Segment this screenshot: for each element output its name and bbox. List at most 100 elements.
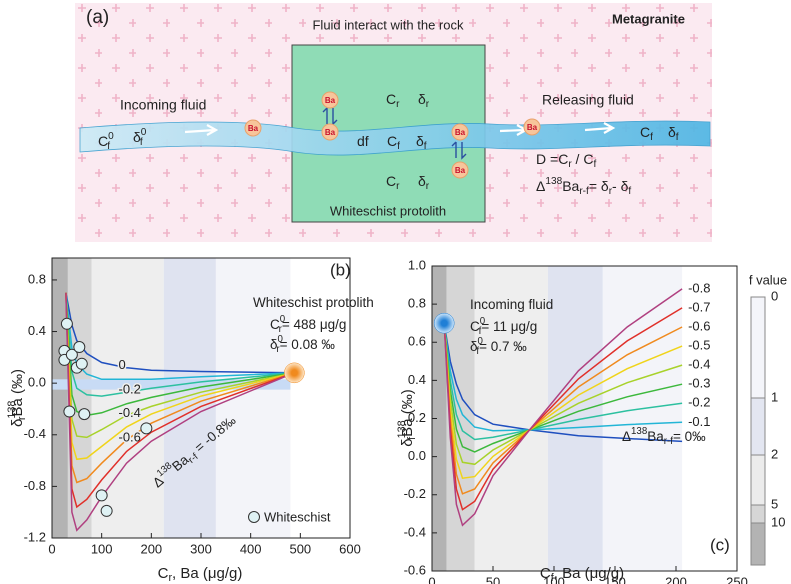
text-run: , Ba (μg/g) bbox=[554, 565, 624, 582]
text-run: df bbox=[357, 133, 369, 149]
text-run: Incoming fluid bbox=[470, 297, 553, 312]
curve bbox=[65, 292, 295, 417]
x-tick-label: 200 bbox=[665, 574, 687, 584]
curve bbox=[65, 292, 295, 509]
superscript: 138 bbox=[545, 176, 562, 187]
subscript: f bbox=[140, 137, 143, 148]
superscript: 0 bbox=[480, 316, 486, 327]
text-run: δ bbox=[270, 337, 278, 352]
symbol: Δ138Bar-f= δr- δf bbox=[536, 176, 631, 197]
text-run: δ bbox=[470, 339, 478, 354]
symbol: Cr bbox=[386, 91, 400, 110]
text-run: C bbox=[470, 319, 480, 334]
y-axis-label: δ138rBa (‰) bbox=[6, 369, 28, 427]
host-label: Metagranite bbox=[612, 11, 685, 26]
subscript: r bbox=[276, 344, 280, 355]
colorbar-title: f value bbox=[749, 272, 787, 287]
x-tick-label: 100 bbox=[91, 541, 113, 556]
subscript: r bbox=[396, 99, 400, 110]
text-run: C bbox=[387, 133, 397, 149]
y-tick-label: 0.8 bbox=[28, 271, 46, 286]
text-run: Δ bbox=[536, 178, 545, 194]
highlight-point bbox=[433, 312, 455, 334]
curve bbox=[65, 292, 295, 397]
subscript: f bbox=[397, 141, 400, 152]
incoming-label: Incoming fluid bbox=[120, 97, 206, 113]
subscript: r bbox=[426, 181, 430, 192]
curve-label: -0.6 bbox=[119, 429, 141, 444]
ba-label: Ba bbox=[455, 128, 466, 137]
x-axis-label: Cf, Ba (μg/g) bbox=[540, 565, 624, 584]
subscript: f bbox=[424, 141, 427, 152]
ba-ion bbox=[451, 161, 469, 179]
data-point bbox=[78, 408, 91, 421]
exchange-arrow bbox=[451, 141, 467, 160]
curve-label: -0.7 bbox=[688, 299, 710, 314]
subscript: f bbox=[650, 132, 653, 143]
superscript: 138 bbox=[396, 420, 408, 438]
text-run: Ba (‰) bbox=[399, 389, 416, 437]
ba-ion bbox=[321, 91, 339, 109]
curve bbox=[443, 323, 683, 441]
data-point bbox=[140, 422, 153, 435]
ba-label: Ba bbox=[248, 124, 259, 133]
annotation: Incoming fluid bbox=[470, 297, 553, 312]
curve-label: -0.4 bbox=[688, 357, 710, 372]
subscript: r bbox=[279, 324, 283, 335]
text-run: C bbox=[558, 151, 568, 167]
curve-label: -0.2 bbox=[119, 382, 141, 397]
x-tick-label: 150 bbox=[604, 574, 626, 584]
text-run: δ bbox=[668, 124, 676, 140]
curve-label: -0.5 bbox=[688, 338, 710, 353]
x-tick-label: 200 bbox=[140, 541, 162, 556]
symbol: δf bbox=[668, 124, 679, 143]
text-run: C bbox=[158, 565, 169, 582]
curve-label: -0.8 bbox=[688, 280, 710, 295]
colorbar-label: 1 bbox=[771, 389, 778, 404]
x-tick-label: 600 bbox=[339, 541, 361, 556]
curve-label: -0.1 bbox=[688, 414, 710, 429]
text-run: = δ bbox=[589, 178, 609, 194]
x-tick-label: 400 bbox=[240, 541, 262, 556]
superscript: 0 bbox=[141, 127, 147, 138]
curve bbox=[443, 323, 683, 495]
ba-label: Ba bbox=[325, 128, 336, 137]
curve bbox=[443, 307, 683, 511]
symbol: δ0 f bbox=[133, 127, 147, 148]
data-point bbox=[73, 341, 86, 354]
symbol: δr bbox=[418, 91, 430, 110]
subscript: r bbox=[16, 416, 28, 420]
superscript: 138 bbox=[631, 426, 647, 437]
text-run: - δ bbox=[612, 178, 629, 194]
colorbar-segment bbox=[751, 523, 765, 565]
text-run: Whiteschist protolith bbox=[253, 295, 374, 310]
panel-label: (b) bbox=[330, 260, 351, 279]
text-run: = 0.7 ‰ bbox=[479, 339, 527, 354]
text-run: Δ bbox=[622, 429, 631, 444]
x-tick-label: 250 bbox=[726, 574, 748, 584]
curve bbox=[65, 292, 295, 461]
ba-ion bbox=[244, 119, 262, 137]
x-tick-label: 300 bbox=[190, 541, 212, 556]
y-tick-label: 0.0 bbox=[28, 375, 46, 390]
colorbar-label: 0 bbox=[771, 288, 778, 303]
curve bbox=[443, 323, 683, 443]
colorbar-segment bbox=[751, 505, 765, 523]
ba-label: Ba bbox=[455, 166, 466, 175]
text-run: δ bbox=[416, 133, 424, 149]
y-tick-label: -0.2 bbox=[404, 486, 426, 501]
panel-label: (c) bbox=[710, 535, 730, 554]
annotation: δ0 f= 0.7 ‰ bbox=[470, 336, 527, 357]
subscript: f bbox=[479, 326, 482, 337]
curve-label: -0.3 bbox=[688, 376, 710, 391]
data-point bbox=[95, 489, 108, 502]
symbol: δf bbox=[416, 133, 427, 152]
curve bbox=[65, 292, 295, 374]
curve-label: -0.2 bbox=[688, 395, 710, 410]
text-run: C bbox=[540, 565, 551, 582]
band bbox=[602, 266, 683, 571]
text-run: = 488 μg/g bbox=[282, 317, 346, 332]
colorbar-label: 5 bbox=[771, 496, 778, 511]
subscript: f bbox=[593, 159, 596, 170]
